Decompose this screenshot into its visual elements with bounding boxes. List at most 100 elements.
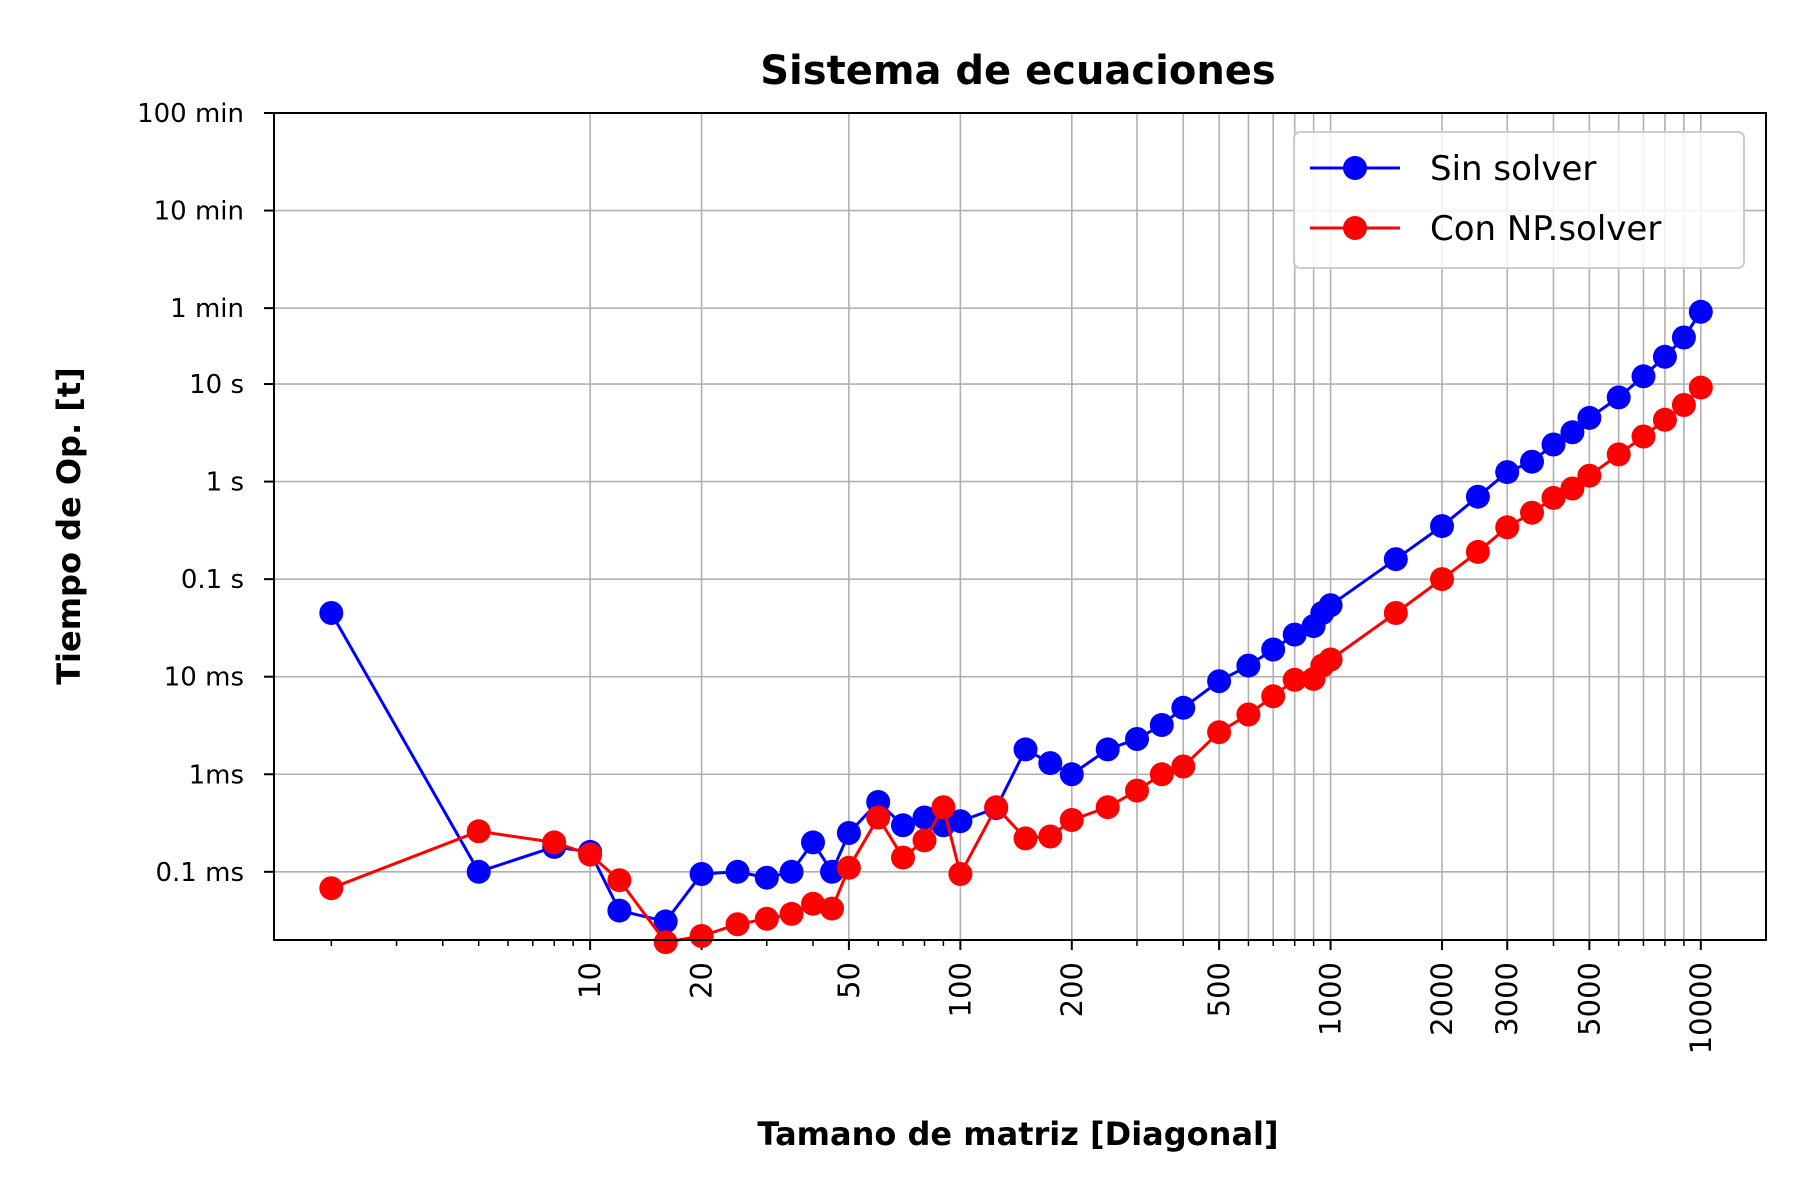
data-point-con-np-solver [1465,539,1490,564]
data-point-con-np-solver [1038,824,1063,849]
data-point-sin-solver [1125,727,1149,751]
data-point-con-np-solver [653,930,678,955]
data-point-con-np-solver [1059,808,1084,832]
data-point-con-np-solver [1207,720,1232,745]
y-tick-label: 1 s [206,468,244,498]
x-tick-label: 3000 [1490,962,1524,1036]
legend: Sin solver Con NP.solver [1293,131,1745,269]
series-line-con-np-solver [330,386,1702,944]
data-point-con-np-solver [725,912,750,937]
data-point-sin-solver [1495,460,1520,485]
data-point-sin-solver [779,859,804,884]
data-point-sin-solver [725,859,750,884]
data-point-sin-solver [1688,299,1713,324]
data-point-sin-solver [754,865,779,890]
data-point-sin-solver [319,601,344,625]
x-tick-label: 20 [685,962,719,999]
data-point-sin-solver [912,805,937,830]
data-point-con-np-solver [1652,407,1677,432]
data-point-sin-solver [607,898,632,923]
data-point-con-np-solver [1125,778,1149,803]
data-point-con-np-solver [948,862,973,886]
data-point-sin-solver [1560,420,1585,445]
series-line-sin-solver [329,310,1703,923]
data-point-con-np-solver [1495,515,1520,540]
data-point-sin-solver [1541,432,1566,457]
data-point-con-np-solver [1383,601,1408,625]
data-point-sin-solver [1671,325,1696,350]
y-tick-label: 0.1 ms [156,858,245,888]
data-point-sin-solver [1207,669,1232,694]
data-point-con-np-solver [1149,762,1174,787]
y-tick-label: 1ms [189,760,244,790]
data-point-sin-solver [801,830,825,855]
data-point-con-np-solver [542,830,567,855]
y-tick-label: 0.1 s [181,565,244,595]
data-point-con-np-solver [1671,393,1696,417]
y-tick-label: 10 ms [164,663,244,693]
x-tick-label: 10000 [1684,962,1718,1054]
data-point-con-np-solver [754,906,779,931]
data-point-con-np-solver [820,896,844,921]
data-point-con-np-solver [1095,795,1120,820]
data-point-con-np-solver [1261,684,1286,709]
data-point-sin-solver [1652,344,1677,369]
data-point-sin-solver [948,809,973,834]
plot-frame [273,112,1767,941]
data-point-sin-solver [689,862,714,886]
legend-label-sin-solver: Sin solver [1430,149,1596,189]
data-point-con-np-solver [984,795,1009,820]
legend-label-con-np-solver: Con NP.solver [1430,209,1661,249]
data-point-con-np-solver [1560,476,1585,501]
data-point-con-np-solver [1541,485,1566,510]
data-point-sin-solver [466,859,491,884]
data-point-con-np-solver [1236,702,1261,727]
data-point-sin-solver [1631,364,1656,389]
data-point-con-np-solver [578,842,603,867]
x-tick-label: 50 [832,962,866,999]
legend-marker-sin-solver [1343,156,1367,180]
data-point-sin-solver [1059,762,1084,787]
x-axis-label: Tamano de matriz [Diagonal] [757,1115,1278,1153]
data-point-con-np-solver [1688,375,1713,400]
data-point-sin-solver [1038,751,1063,776]
data-point-con-np-solver [836,855,861,880]
data-point-con-np-solver [1171,754,1196,779]
data-point-con-np-solver [1318,647,1343,672]
x-tick-label: 5000 [1572,962,1606,1036]
data-point-con-np-solver [801,891,825,916]
data-point-sin-solver [1520,449,1544,474]
data-point-sin-solver [1318,593,1343,618]
data-point-sin-solver [1383,547,1408,572]
data-point-con-np-solver [1606,442,1631,467]
data-point-sin-solver [1149,713,1174,737]
data-point-sin-solver [836,821,861,845]
data-point-sin-solver [891,813,915,838]
y-tick-label: 10 min [154,197,244,227]
data-point-sin-solver [1430,514,1454,539]
data-point-con-np-solver [1577,463,1602,488]
data-point-sin-solver [1282,622,1307,647]
data-point-con-np-solver [466,819,491,844]
x-tick-label: 1000 [1314,962,1348,1036]
x-tick-label: 2000 [1425,962,1459,1036]
y-tick-label: 10 s [189,370,244,400]
data-point-con-np-solver [891,845,915,870]
data-point-con-np-solver [1430,567,1454,592]
x-tick-label: 200 [1055,962,1089,1017]
data-point-sin-solver [1013,737,1038,762]
data-point-sin-solver [653,909,678,934]
data-point-con-np-solver [866,805,891,830]
series-layer [319,299,1713,955]
y-tick-label: 1 min [170,294,244,324]
x-axis-ticks: 10 20 50 100 200 500 1000 2000 3000 5000 10000 [573,940,1718,1054]
y-axis-ticks: 0.1 ms 1ms 10 ms 0.1 s 1 s 10 s 1 min 10 min 100… [137,99,274,888]
data-point-con-np-solver [1631,424,1656,449]
legend-box [1293,131,1745,269]
legend-marker-con-np-solver [1343,216,1367,240]
y-tick-label: 100 min [137,99,244,129]
data-point-sin-solver [1171,695,1196,720]
data-point-con-np-solver [689,924,714,948]
data-point-con-np-solver [319,876,344,901]
